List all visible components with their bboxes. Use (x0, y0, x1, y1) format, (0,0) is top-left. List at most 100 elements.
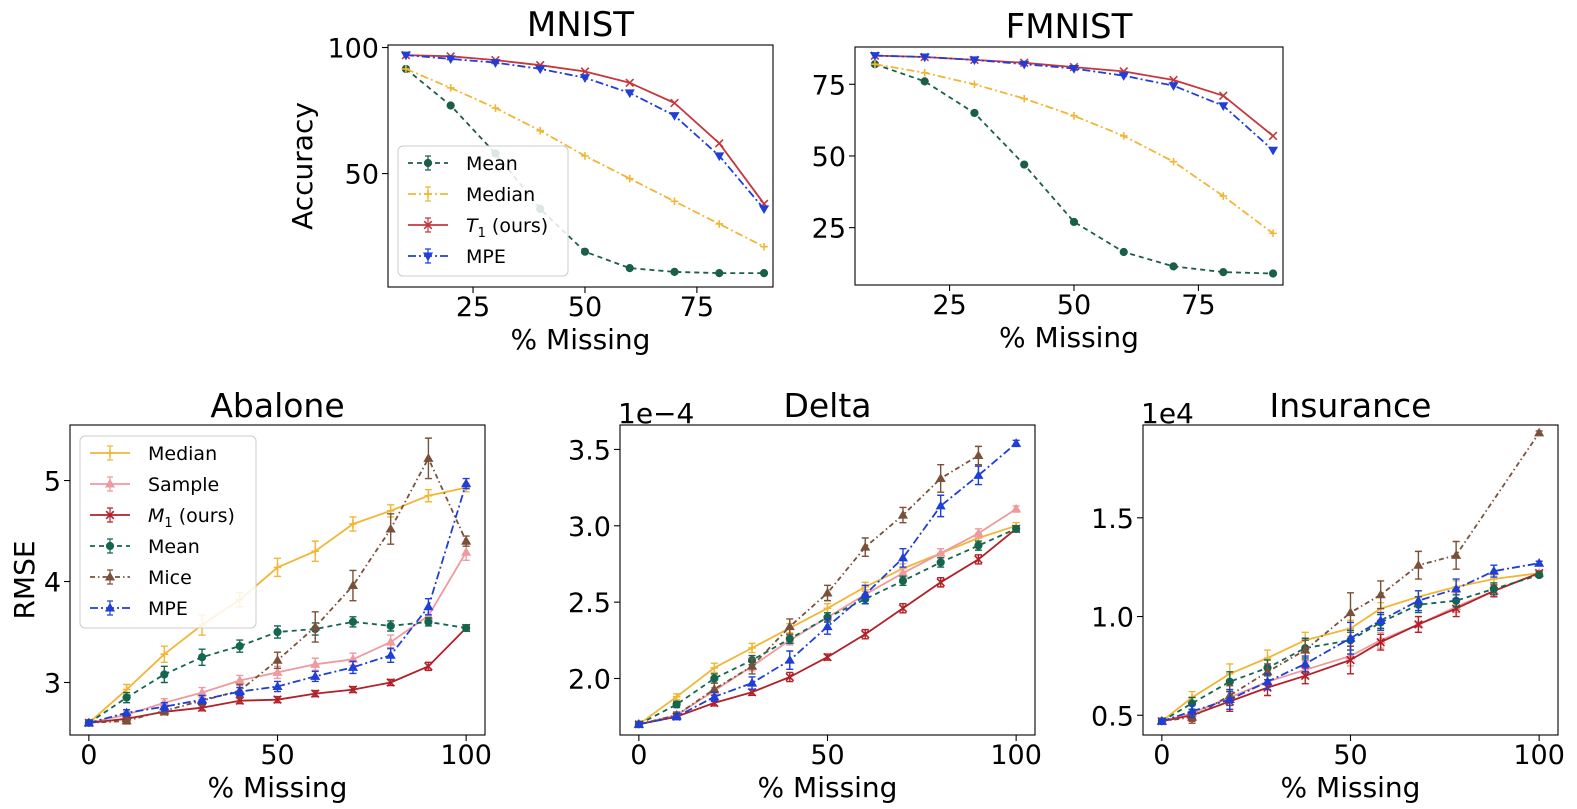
data-point (1118, 72, 1129, 81)
legend-label: Mean (148, 536, 200, 558)
legend-marker (104, 571, 116, 581)
data-point (1218, 102, 1229, 111)
data-point (709, 691, 720, 701)
data-point (670, 98, 679, 108)
data-point (1346, 655, 1355, 665)
series-mean (84, 616, 471, 727)
legend-label: MPE (148, 598, 188, 620)
data-point (936, 577, 946, 587)
data-point (860, 589, 871, 599)
data-point (349, 520, 357, 528)
y-tick-label: 3.5 (568, 435, 611, 466)
axes-frame (619, 424, 1036, 736)
data-point (424, 491, 433, 500)
data-point (83, 717, 94, 727)
legend-item-mice: Mice (90, 567, 192, 589)
plot-area (83, 437, 472, 728)
data-point (970, 80, 979, 89)
series-line (1161, 432, 1540, 723)
y-tick-label: 2.0 (568, 664, 611, 695)
data-point (159, 701, 170, 711)
legend-marker (422, 252, 434, 262)
data-point (160, 650, 169, 659)
x-tick-label: 100 (1513, 740, 1565, 771)
data-point (1168, 82, 1179, 91)
series-mice (633, 445, 984, 728)
data-point (461, 547, 472, 556)
data-point (1300, 671, 1310, 681)
data-point (424, 661, 433, 671)
y-tick-label: 5 (44, 467, 61, 498)
data-point (1012, 524, 1021, 533)
data-point (579, 74, 591, 83)
series-t1-ours (870, 51, 1278, 141)
data-point (624, 89, 635, 99)
data-point (669, 112, 680, 121)
legend-item-m1-ours: M1 (ours) (90, 505, 235, 531)
data-point (1300, 644, 1311, 654)
data-point (386, 678, 396, 687)
data-point (758, 205, 770, 215)
y-tick-label: 75 (812, 70, 846, 101)
legend-item-mpe: MPE (408, 246, 506, 268)
chart-title: FMNIST (1006, 7, 1133, 47)
data-point (1186, 706, 1198, 715)
legend-marker (424, 190, 432, 198)
data-point (671, 711, 682, 721)
x-axis-label: % Missing (1281, 771, 1421, 804)
data-point (935, 548, 946, 557)
data-point (385, 636, 396, 646)
axes-frame (387, 44, 774, 288)
data-point (710, 674, 719, 683)
chart-title: Abalone (210, 386, 344, 425)
data-point (1011, 438, 1022, 447)
legend-item-t1-ours: T1 (ours) (408, 215, 548, 241)
y-tick-label: 25 (812, 214, 846, 245)
data-point (310, 689, 320, 698)
legend-marker (106, 449, 114, 457)
data-point (121, 707, 132, 717)
data-point (1224, 694, 1235, 703)
data-point (860, 541, 871, 551)
data-point (1268, 131, 1278, 141)
legend-label: Median (466, 184, 535, 206)
data-point (973, 528, 984, 537)
y-axis-label: Accuracy (286, 102, 319, 230)
data-point (672, 693, 681, 701)
data-point (580, 247, 590, 256)
data-point (1020, 94, 1029, 103)
data-point (446, 84, 455, 92)
chart-abalone: 0 50 100 3 4 5 Abalone % Missing RMSE Median Sampl… (8, 386, 492, 804)
legend-marker (105, 541, 115, 551)
data-point (1375, 589, 1386, 599)
plot-area (869, 51, 1279, 278)
chart-title: MNIST (527, 5, 634, 45)
data-point (785, 634, 794, 643)
data-point (714, 152, 725, 162)
data-point (234, 675, 245, 684)
data-point (970, 108, 979, 118)
data-point (122, 693, 131, 702)
x-tick-label: 0 (80, 740, 97, 771)
data-point (424, 617, 433, 627)
chart-title: Insurance (1270, 386, 1432, 425)
data-point (1376, 637, 1386, 647)
x-axis-label: % Missing (511, 323, 651, 356)
data-point (973, 470, 984, 479)
data-point (1225, 677, 1234, 686)
data-point (1267, 146, 1279, 156)
legend-label: Mean (466, 153, 518, 175)
data-point (1169, 157, 1178, 166)
data-point (160, 670, 169, 679)
data-point (310, 621, 321, 631)
data-point (1011, 503, 1022, 513)
chart-fmnist: 25 50 75 25 50 75 FMNIST % Missing (812, 7, 1284, 354)
data-point (423, 601, 434, 611)
data-point (898, 576, 908, 585)
data-point (871, 60, 879, 69)
legend-item-median: Median (90, 443, 217, 465)
series-mice (1156, 427, 1545, 725)
series-mpe (633, 438, 1022, 728)
data-point (461, 478, 472, 488)
